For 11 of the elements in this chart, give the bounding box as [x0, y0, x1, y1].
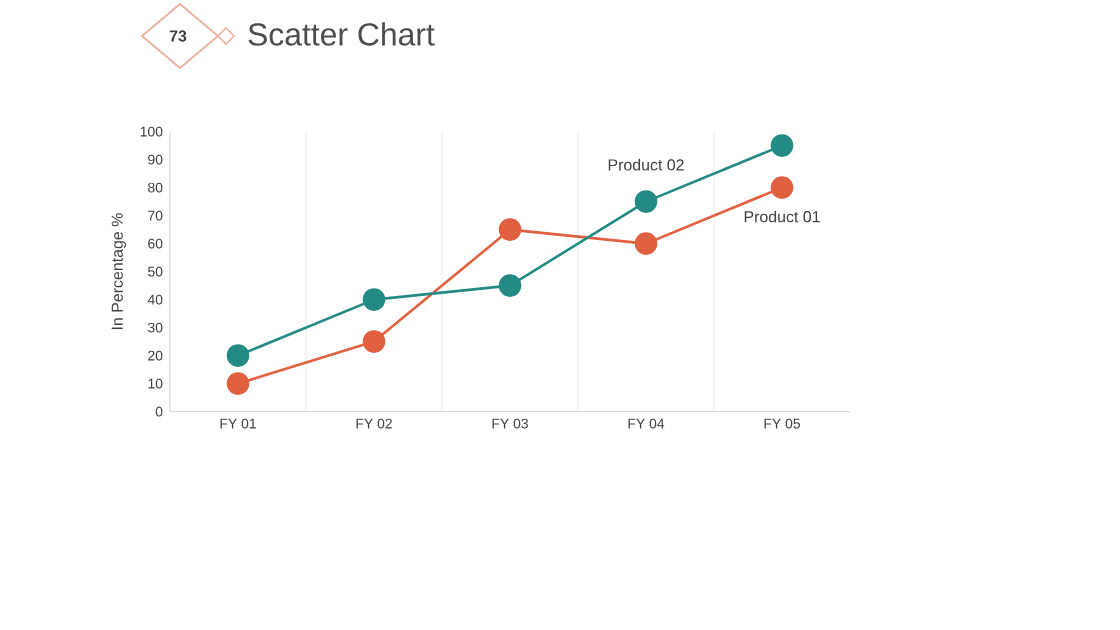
- point: [362, 288, 386, 311]
- point: [770, 176, 794, 199]
- point: [226, 344, 250, 367]
- point: [226, 372, 250, 395]
- point: [634, 232, 658, 255]
- point: [498, 274, 522, 297]
- point: [498, 218, 522, 241]
- point: [770, 134, 794, 157]
- point: [362, 330, 386, 353]
- chart-title: Scatter Chart: [248, 22, 435, 46]
- point: [634, 190, 658, 213]
